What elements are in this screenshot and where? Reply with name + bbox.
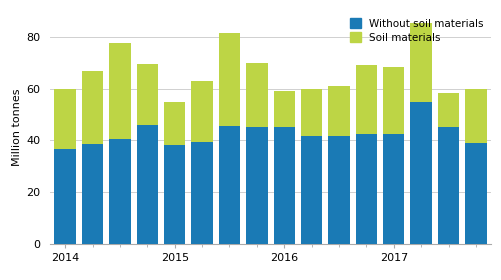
Bar <box>82 71 103 144</box>
Bar <box>191 81 213 142</box>
Bar <box>328 136 350 244</box>
Bar <box>191 142 213 244</box>
Bar <box>356 66 377 134</box>
Bar <box>219 33 240 126</box>
Bar <box>301 136 322 244</box>
Bar <box>328 86 350 136</box>
Bar <box>137 125 158 244</box>
Bar <box>109 43 131 139</box>
Bar <box>274 91 295 127</box>
Bar <box>356 134 377 244</box>
Bar <box>438 127 459 244</box>
Bar <box>410 102 432 244</box>
Bar <box>438 93 459 127</box>
Bar <box>55 89 76 149</box>
Bar <box>55 149 76 244</box>
Bar <box>383 67 404 134</box>
Bar <box>82 144 103 244</box>
Legend: Without soil materials, Soil materials: Without soil materials, Soil materials <box>348 17 486 45</box>
Bar <box>137 64 158 125</box>
Bar <box>465 143 486 244</box>
Bar <box>246 63 268 127</box>
Bar <box>383 134 404 244</box>
Bar <box>219 126 240 244</box>
Bar <box>246 127 268 244</box>
Bar <box>301 89 322 136</box>
Bar <box>164 102 185 146</box>
Y-axis label: Million tonnes: Million tonnes <box>12 89 22 166</box>
Bar <box>164 146 185 244</box>
Bar <box>274 127 295 244</box>
Bar <box>465 89 486 143</box>
Bar <box>410 23 432 102</box>
Bar <box>109 139 131 244</box>
